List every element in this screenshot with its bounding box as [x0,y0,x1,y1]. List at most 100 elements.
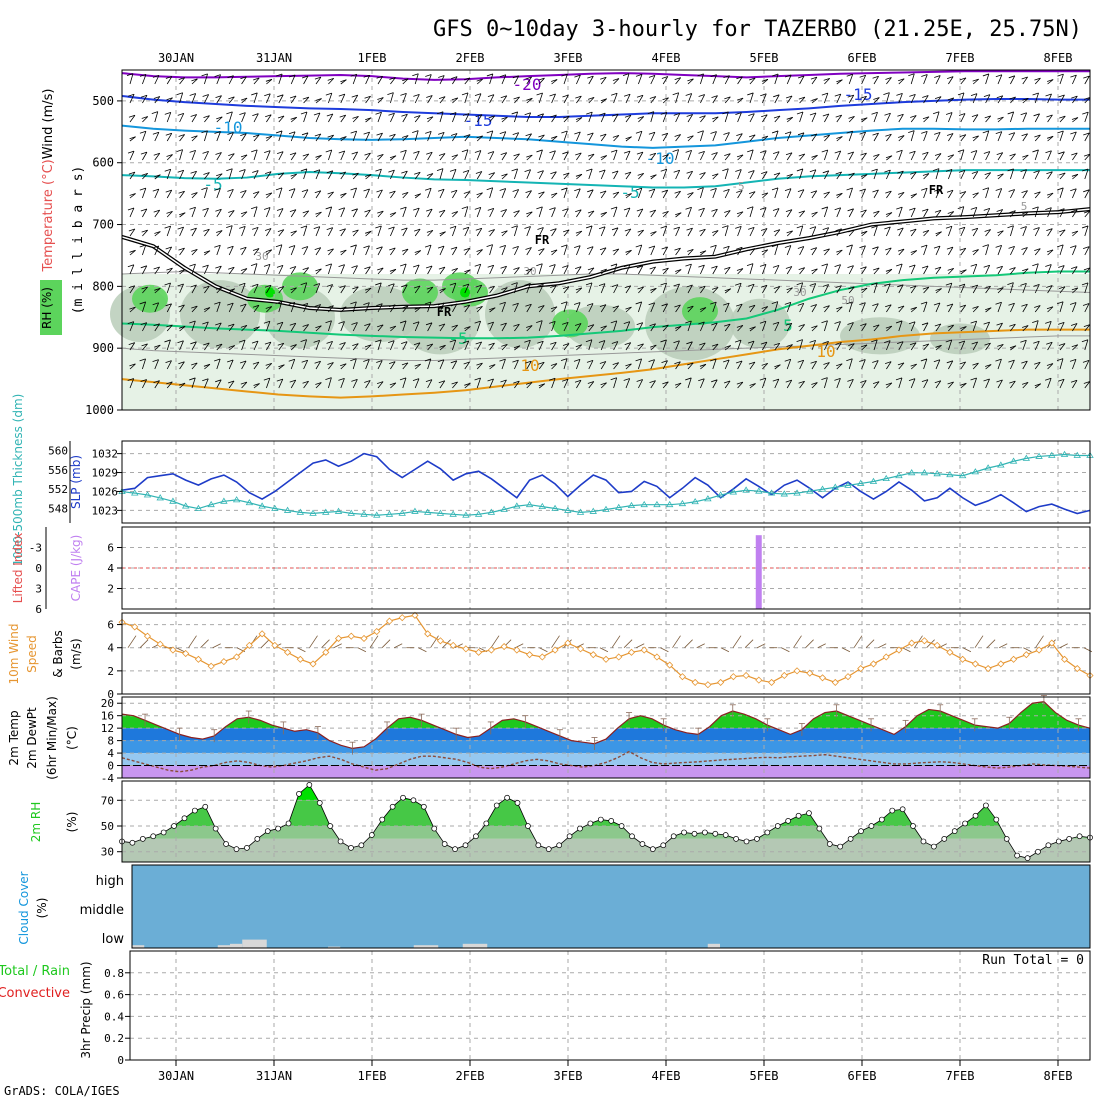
wind-barb [328,206,333,218]
wind-barb [749,340,755,351]
wind-barb [923,301,928,313]
wind-barb-flag [711,286,719,290]
wind-barb [278,94,284,104]
wind-barb-flag [129,249,136,253]
thickness-marker [857,479,865,486]
wind-barb-flag [1008,189,1015,192]
wind-barb-flag [227,323,235,327]
wind-barb [935,323,942,332]
wind-barb-flag [784,245,792,248]
wind-barb-flag [575,344,582,348]
wind-barb-flag [982,73,989,77]
wind-barb [464,77,471,85]
wind-barb-flag [860,323,867,326]
wind-barb [340,93,346,104]
wind-barb-flag [749,326,756,330]
wind-barb-flag [389,361,396,364]
low-cloud-bar [132,945,145,948]
rh-marker [327,823,334,829]
wind-barb-flag [834,207,841,211]
wind-barb [588,282,593,294]
wind-barb [588,324,595,332]
wind-speed-marker [666,661,674,669]
wind-barb [886,325,893,332]
wind-barb [228,225,233,237]
wind-barb [611,635,621,648]
wind-barb-flag [461,206,468,209]
wind-barb [923,95,929,104]
wind-barb [625,94,631,104]
wind-barb-flag [215,265,222,269]
wind-barb [402,227,408,237]
wind-barb-flag [340,192,347,196]
wind-barb-flag [561,378,569,382]
thickness-tick-label: 548 [48,503,68,516]
wind-barb-flag [139,301,146,305]
wind-barb-flag [400,263,407,267]
wind-barb-flag [1020,339,1027,343]
wind-barb [538,305,545,313]
wind-barb [452,303,458,313]
wind-barb [266,171,272,180]
wind-barb [414,307,421,313]
wind-barb [972,341,979,351]
wind-barb [352,322,358,332]
wind-barb-flag [215,152,222,155]
wind-barb-flag [859,131,866,135]
wind-barb-flag [586,246,594,250]
wind-barb-flag [898,135,905,138]
wind-barb [216,245,221,256]
wind-barb [390,77,396,85]
wind-barb-flag [884,112,891,116]
wind-barb [762,378,767,389]
wind-barb-flag [166,154,173,157]
wind-barb [997,152,1004,161]
wind-barb-flag [897,284,904,288]
wind-barb [650,288,657,294]
wind-barb-flag [636,265,643,269]
wind-barb-flag [203,250,211,254]
wind-barb [974,635,984,648]
wind-barb-flag [972,135,979,139]
wind-barb-flag [252,226,259,230]
wind-barb-flag [1022,97,1029,101]
wind-barb-flag [375,339,382,343]
wind-barb [774,229,781,237]
wind-barb-flag [413,264,420,268]
wind-barb [625,264,631,275]
wind-barb [762,93,767,104]
wind-barb [129,207,135,218]
wind-barb-flag [240,381,247,385]
wind-barb-flag [449,339,456,343]
li-tick-label: 0 [35,562,42,575]
wind-barb-flag [401,305,409,309]
wind-barb-flag [401,170,408,174]
wind-speed-marker [640,646,648,654]
wind-barb [1047,192,1054,199]
wind-barb [315,340,320,351]
wind-barb-flag [513,210,520,214]
wind-barb [774,322,780,332]
wind-barb-flag [227,302,234,306]
rh-band [122,800,1090,826]
wind-barb-flag [897,362,905,366]
wind-barb [1047,114,1053,123]
wind-barb [910,250,918,256]
wind-barb [638,229,644,237]
wind-barb-flag [127,150,135,154]
wind-barb [365,245,370,256]
wind-barb [551,285,557,294]
wind-barb-flag [525,76,532,80]
wind-barb [935,111,940,123]
wind-barb-flag [265,249,272,253]
wind-barb [588,132,594,142]
rh-marker [410,797,417,804]
wind-barb-flag [326,170,333,174]
wind-barb-flag [1082,168,1089,172]
wind-barb [204,364,211,370]
wind-barb [241,381,248,389]
wind-barb [662,211,669,218]
wind-barb [290,117,297,123]
wind-barb-flag [772,321,780,325]
wind-barb [811,112,817,123]
